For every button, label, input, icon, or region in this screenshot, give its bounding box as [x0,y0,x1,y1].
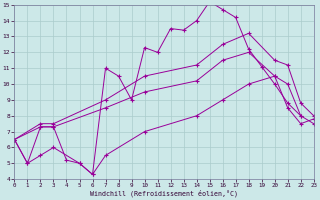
X-axis label: Windchill (Refroidissement éolien,°C): Windchill (Refroidissement éolien,°C) [90,190,238,197]
